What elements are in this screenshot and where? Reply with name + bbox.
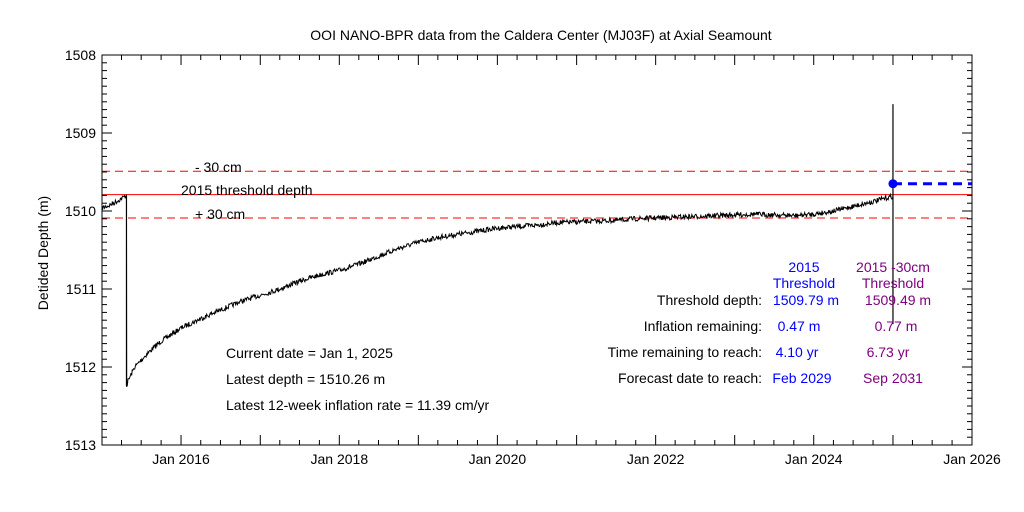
chart-title: OOI NANO-BPR data from the Caldera Cente…	[310, 27, 772, 43]
series-line-0	[101, 192, 894, 388]
row-v2-threshold: 1509.49 m	[865, 292, 931, 308]
row-v2-time: 6.73 yr	[867, 344, 910, 360]
threshold-label: 2015 threshold depth	[181, 182, 313, 198]
y-tick-label: 1508	[65, 47, 96, 63]
ref-lines	[102, 170, 972, 219]
x-tick-label: Jan 2018	[311, 451, 369, 467]
row-label-threshold: Threshold depth:	[657, 292, 762, 308]
y-tick-label: 1510	[65, 203, 96, 219]
latest-depth-text: Latest depth = 1510.26 m	[226, 371, 385, 387]
row-label-inflation: Inflation remaining:	[644, 318, 762, 334]
row-v1-threshold: 1509.79 m	[773, 292, 839, 308]
row-v2-forecast: Sep 2031	[863, 370, 923, 386]
x-tick-label: Jan 2026	[943, 451, 1001, 467]
x-tick-label: Jan 2024	[785, 451, 843, 467]
col1-header-line1: 2015	[788, 259, 819, 275]
y-tick-label: 1511	[66, 281, 96, 297]
minus-30cm-label: - 30 cm	[195, 159, 242, 175]
y-axis-label: Detided Depth (m)	[35, 196, 51, 310]
latest-rate-text: Latest 12-week inflation rate = 11.39 cm…	[226, 397, 489, 413]
row-v1-time: 4.10 yr	[776, 344, 819, 360]
y-ticks: 1508 1509 1510 1511 1512 1513	[65, 47, 972, 453]
event-lines	[125, 104, 894, 386]
current-date-text: Current date = Jan 1, 2025	[226, 345, 393, 361]
x-tick-label: Jan 2022	[627, 451, 685, 467]
forecast-layer	[888, 179, 972, 189]
row-v1-forecast: Feb 2029	[772, 370, 831, 386]
col2-header-line2: Threshold	[862, 275, 924, 291]
current-point	[888, 179, 898, 189]
row-v1-inflation: 0.47 m	[778, 318, 821, 334]
x-tick-label: Jan 2016	[152, 451, 210, 467]
plus-30cm-label: + 30 cm	[195, 206, 245, 222]
y-tick-label: 1509	[65, 125, 96, 141]
forecast-table: 2015 Threshold 2015 -30cm Threshold Thre…	[608, 259, 931, 386]
col1-header-line2: Threshold	[773, 275, 835, 291]
row-v2-inflation: 0.77 m	[875, 318, 918, 334]
x-tick-label: Jan 2020	[469, 451, 527, 467]
x-ticks: Jan 2016 Jan 2018 Jan 2020 Jan 2022 Jan 2024…	[101, 55, 1001, 467]
y-tick-label: 1513	[65, 437, 96, 453]
row-label-time: Time remaining to reach:	[608, 344, 762, 360]
y-tick-label: 1512	[65, 359, 96, 375]
col2-header-line1: 2015 -30cm	[856, 259, 930, 275]
row-label-forecast: Forecast date to reach:	[618, 370, 762, 386]
data-series	[101, 192, 894, 388]
